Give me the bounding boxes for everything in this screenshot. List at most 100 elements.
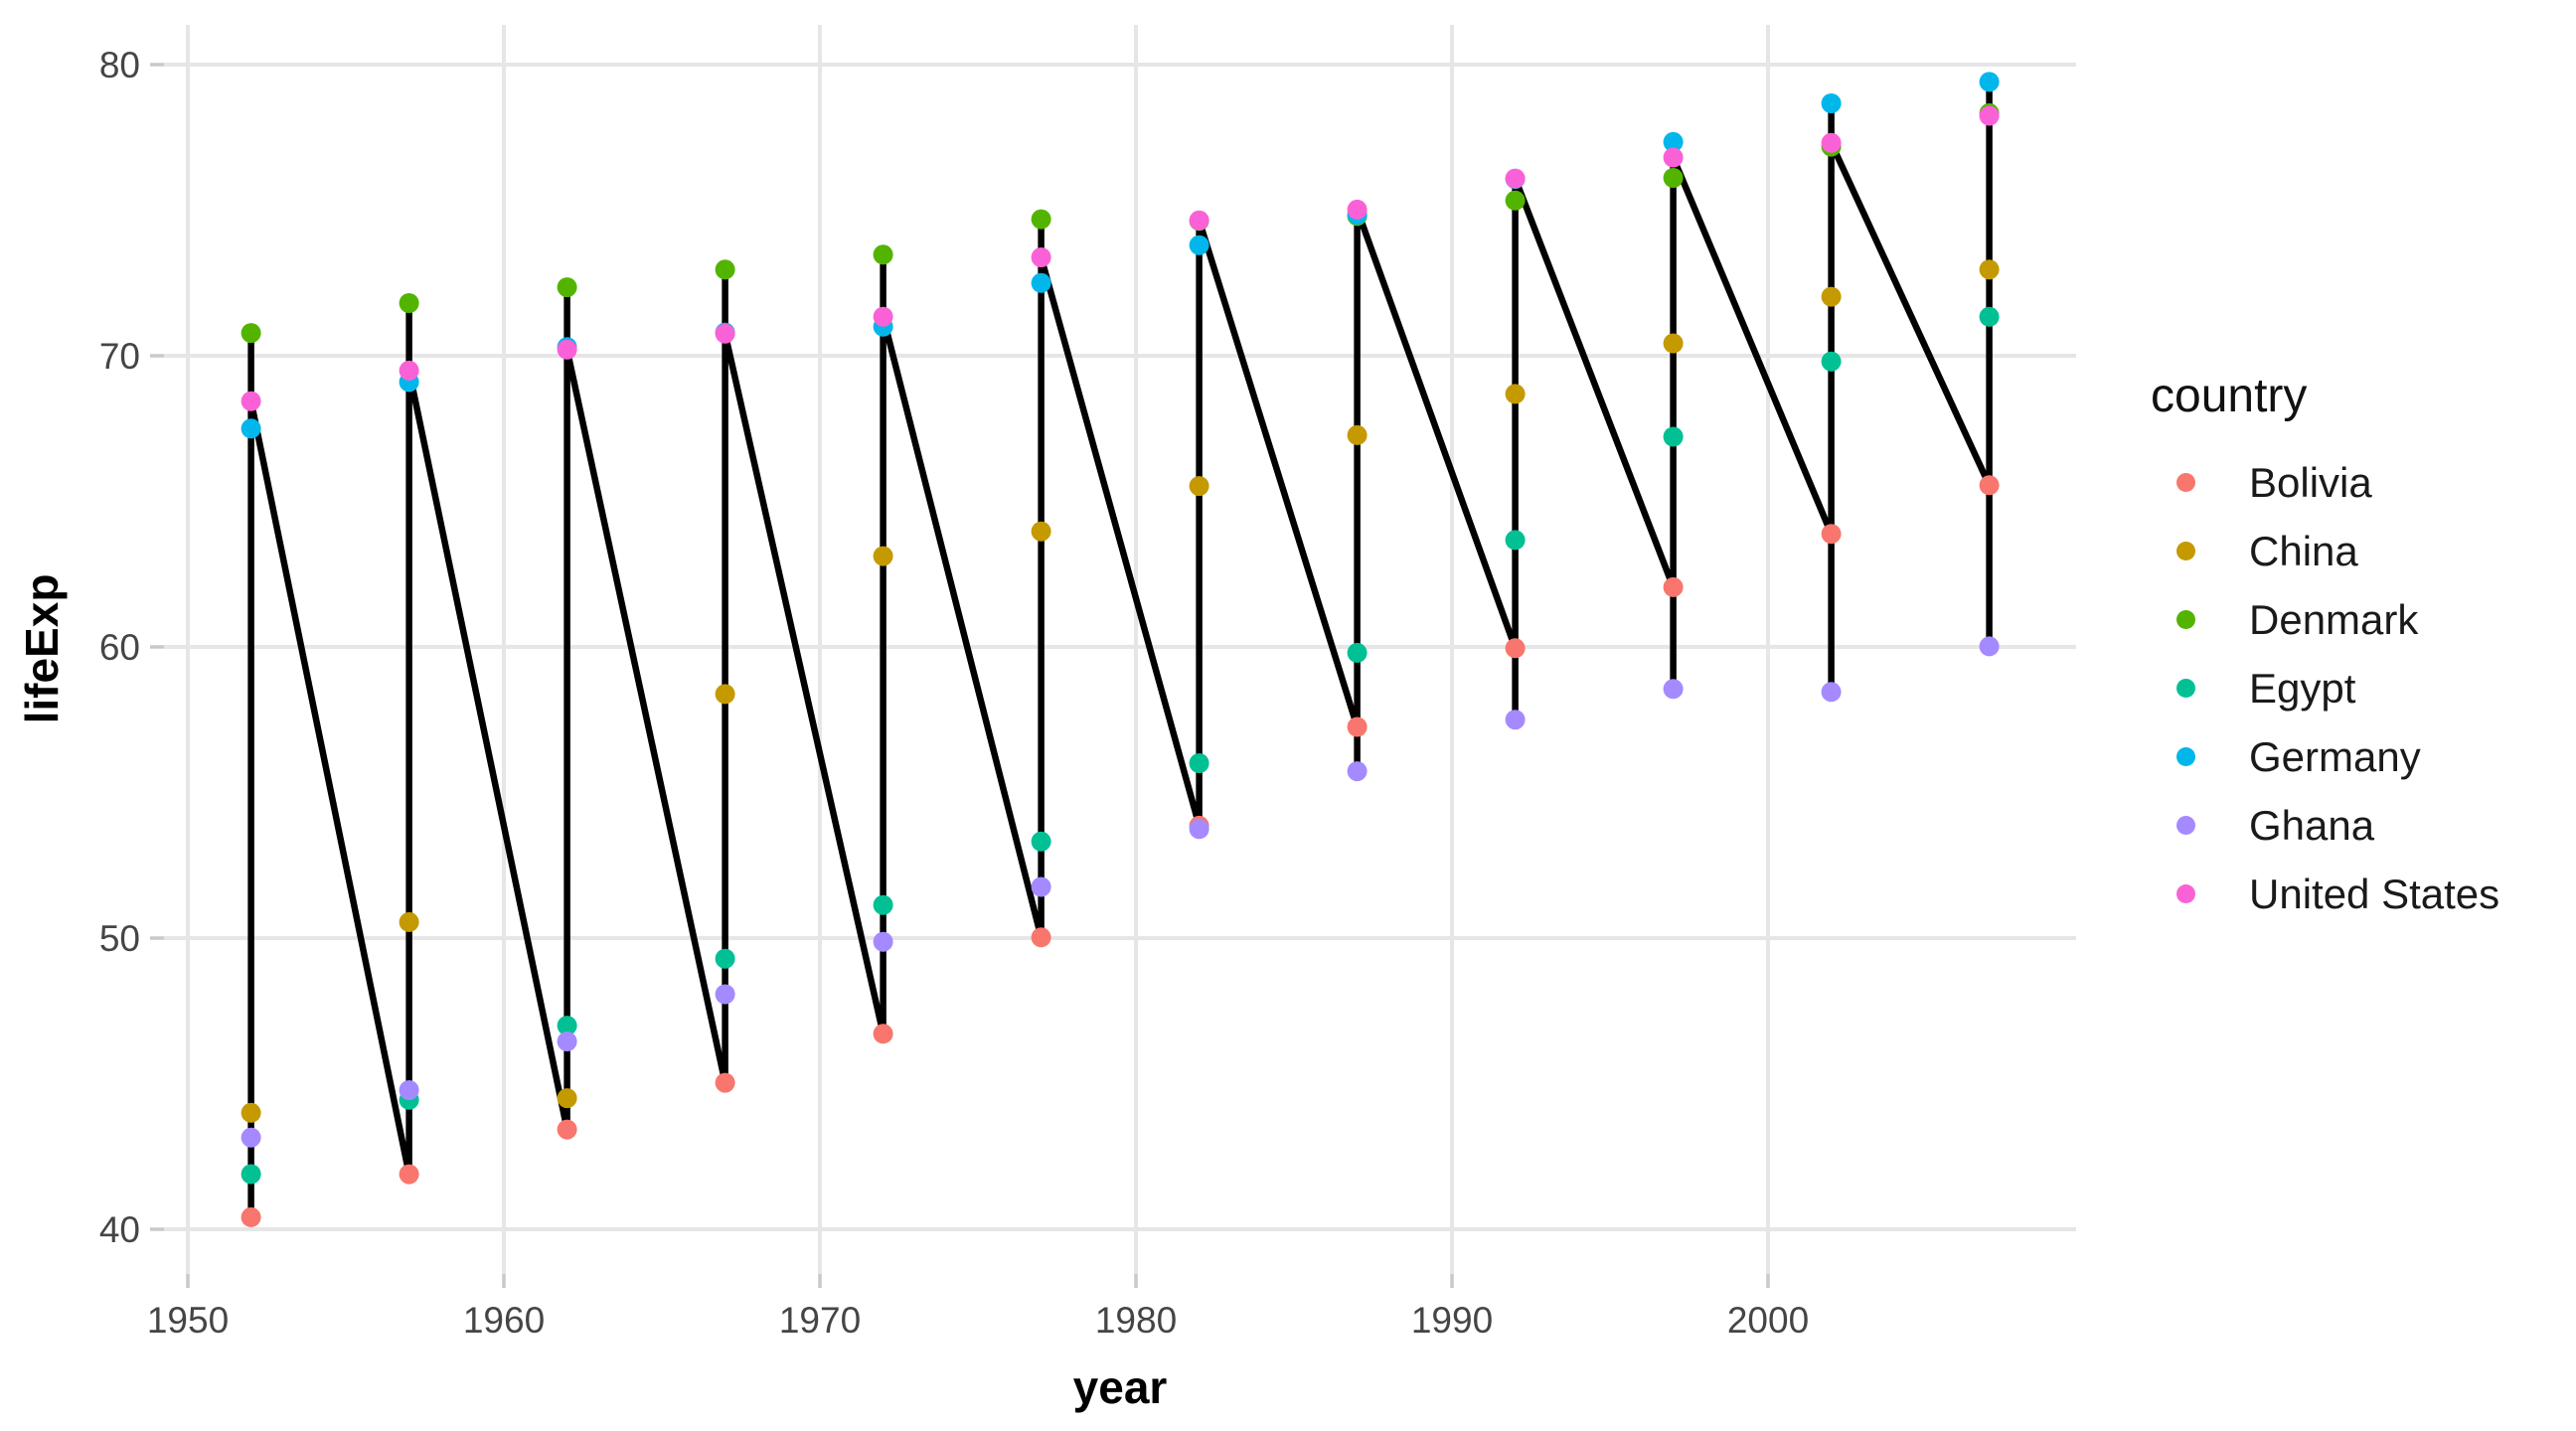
point-egypt-1972	[873, 894, 893, 915]
point-germany-1952	[241, 418, 261, 439]
point-denmark-1992	[1505, 190, 1526, 211]
y-tick-label-70: 70	[99, 336, 140, 377]
legend-title: country	[2151, 370, 2308, 422]
x-tick-label-1980: 1980	[1095, 1300, 1177, 1341]
point-united-states-1992	[1505, 168, 1526, 189]
x-tick-label-1960: 1960	[463, 1300, 545, 1341]
point-egypt-1952	[241, 1164, 261, 1185]
point-ghana-1972	[873, 931, 893, 952]
point-bolivia-1952	[241, 1206, 261, 1227]
x-tick-label-1950: 1950	[147, 1300, 229, 1341]
point-ghana-1982	[1189, 819, 1209, 840]
legend-label-united-states: United States	[2249, 870, 2500, 917]
point-bolivia-1957	[399, 1164, 419, 1185]
point-bolivia-2007	[1979, 475, 2000, 496]
point-china-1972	[873, 546, 893, 566]
x-tick-label-2000: 2000	[1727, 1300, 1809, 1341]
legend: country Bolivia China Denmark Egypt Germ…	[2151, 370, 2499, 928]
point-denmark-1952	[241, 323, 261, 344]
point-ghana-1992	[1505, 710, 1526, 730]
point-china-2007	[1979, 259, 2000, 280]
y-axis-ticks	[150, 63, 164, 1231]
point-united-states-1977	[1031, 247, 1051, 267]
point-china-2002	[1821, 286, 1842, 307]
point-egypt-1982	[1189, 753, 1209, 773]
legend-label-egypt: Egypt	[2249, 664, 2356, 712]
point-ghana-2007	[1979, 636, 2000, 657]
point-china-1962	[557, 1088, 577, 1109]
point-bolivia-1997	[1663, 576, 1684, 597]
legend-item-united-states: United States	[2151, 860, 2499, 928]
point-bolivia-1967	[715, 1072, 735, 1093]
point-united-states-1972	[873, 306, 893, 327]
point-germany-2002	[1821, 93, 1842, 113]
point-united-states-1982	[1189, 210, 1209, 231]
point-ghana-1957	[399, 1080, 419, 1100]
legend-item-denmark: Denmark	[2151, 585, 2499, 654]
point-egypt-1992	[1505, 530, 1526, 551]
point-germany-1977	[1031, 272, 1051, 293]
point-ghana-1962	[557, 1032, 577, 1051]
point-egypt-2002	[1821, 351, 1842, 372]
legend-dot-denmark	[2176, 610, 2195, 629]
point-ghana-1967	[715, 984, 735, 1005]
point-united-states-1957	[399, 360, 419, 381]
legend-item-bolivia: Bolivia	[2151, 448, 2499, 517]
point-united-states-2007	[1979, 105, 2000, 126]
point-china-1977	[1031, 521, 1051, 542]
y-tick-label-50: 50	[99, 918, 140, 959]
point-germany-2007	[1979, 72, 2000, 92]
point-bolivia-1987	[1347, 716, 1368, 737]
point-bolivia-1992	[1505, 638, 1526, 659]
vertical-gridlines	[186, 25, 1770, 1274]
data-points	[241, 72, 2000, 1227]
point-ghana-1952	[241, 1127, 261, 1148]
legend-dot-china	[2176, 542, 2195, 560]
point-china-1952	[241, 1102, 261, 1123]
legend-item-china: China	[2151, 517, 2499, 585]
legend-dot-egypt	[2176, 679, 2195, 698]
point-egypt-1987	[1347, 642, 1368, 663]
point-united-states-1967	[715, 323, 735, 344]
x-axis-ticks	[186, 1274, 1770, 1288]
point-china-1967	[715, 684, 735, 705]
point-bolivia-1962	[557, 1119, 577, 1140]
connecting-line	[247, 79, 1993, 1217]
point-china-1987	[1347, 424, 1368, 445]
point-ghana-2002	[1821, 682, 1842, 703]
legend-item-germany: Germany	[2151, 722, 2499, 791]
legend-dot-ghana	[2176, 816, 2195, 835]
legend-label-ghana: Ghana	[2249, 801, 2375, 849]
point-united-states-1987	[1347, 199, 1368, 220]
legend-label-denmark: Denmark	[2249, 595, 2419, 643]
x-tick-labels: 1950 1960 1970 1980 1990 2000	[147, 1300, 1809, 1341]
legend-dot-bolivia	[2176, 473, 2195, 492]
point-bolivia-1977	[1031, 927, 1051, 948]
point-united-states-1952	[241, 391, 261, 411]
y-tick-label-80: 80	[99, 45, 140, 85]
y-tick-label-40: 40	[99, 1209, 140, 1250]
y-axis-title: lifeExp	[16, 574, 68, 724]
point-denmark-1957	[399, 293, 419, 313]
point-denmark-1962	[557, 277, 577, 298]
legend-item-ghana: Ghana	[2151, 791, 2499, 860]
legend-dot-germany	[2176, 747, 2195, 766]
legend-dot-united-states	[2176, 884, 2195, 903]
point-denmark-1967	[715, 259, 735, 280]
point-denmark-1997	[1663, 168, 1684, 188]
point-denmark-1972	[873, 244, 893, 265]
point-ghana-1977	[1031, 876, 1051, 897]
y-tick-labels: 40 50 60 70 80	[99, 45, 140, 1250]
point-united-states-1962	[557, 339, 577, 360]
horizontal-gridlines	[164, 63, 2076, 1231]
point-china-1957	[399, 911, 419, 932]
point-ghana-1997	[1663, 679, 1684, 700]
point-germany-1982	[1189, 235, 1209, 255]
point-egypt-1977	[1031, 831, 1051, 852]
y-tick-label-60: 60	[99, 627, 140, 668]
point-ghana-1987	[1347, 761, 1368, 782]
legend-label-china: China	[2249, 527, 2358, 574]
legend-label-bolivia: Bolivia	[2249, 458, 2372, 506]
point-china-1982	[1189, 476, 1209, 497]
point-united-states-2002	[1821, 132, 1842, 153]
